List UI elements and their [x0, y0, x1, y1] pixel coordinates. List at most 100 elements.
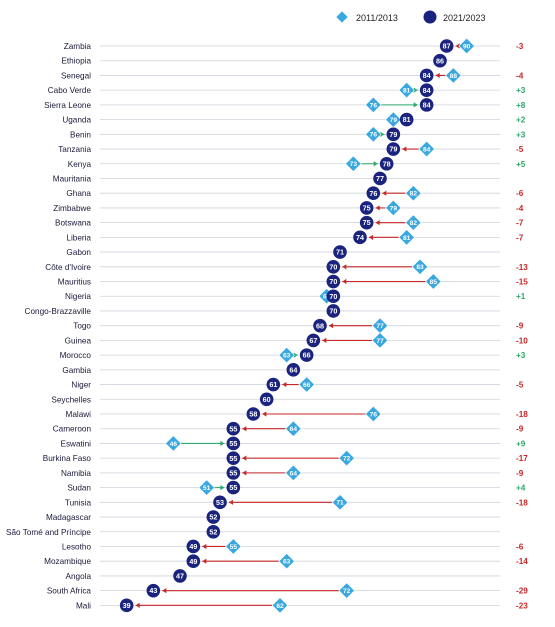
- old-value-marker: [285, 464, 302, 482]
- new-value-label: 55: [229, 424, 237, 433]
- new-value-label: 86: [436, 56, 444, 65]
- new-value-marker: [186, 539, 201, 554]
- change-arrow-head: [375, 205, 380, 211]
- new-value-label: 55: [229, 454, 237, 463]
- change-arrow-head: [242, 455, 247, 461]
- change-value-label: +3: [516, 351, 526, 360]
- old-value-marker: [298, 376, 315, 393]
- change-arrow-head: [413, 102, 418, 108]
- country-label: Namibia: [61, 469, 91, 478]
- country-label: Ethiopia: [61, 57, 91, 66]
- new-value-label: 79: [389, 145, 397, 154]
- change-value-label: -13: [516, 263, 528, 272]
- old-value-label: 81: [403, 88, 411, 95]
- old-value-marker: [278, 346, 295, 364]
- new-value-marker: [186, 554, 201, 568]
- country-label: Mali: [76, 601, 91, 610]
- new-value-label: 68: [316, 321, 324, 330]
- new-value-marker: [379, 156, 394, 171]
- new-value-label: 78: [383, 159, 391, 168]
- old-value-label: 76: [370, 102, 378, 109]
- change-arrow-head: [262, 411, 267, 417]
- old-value-marker: [365, 126, 382, 143]
- change-arrow-head: [242, 470, 247, 476]
- new-value-marker: [226, 451, 241, 465]
- old-value-label: 76: [370, 132, 378, 139]
- new-value-marker: [246, 407, 261, 421]
- new-value-label: 76: [369, 189, 377, 198]
- old-value-label: 63: [283, 353, 291, 360]
- new-value-marker: [286, 363, 301, 377]
- country-label: Mozambique: [44, 557, 91, 566]
- new-value-marker: [226, 436, 241, 451]
- old-value-label: 77: [376, 338, 384, 345]
- old-value-label: 64: [290, 470, 298, 477]
- new-value-marker: [226, 466, 241, 480]
- new-value-marker: [326, 304, 341, 318]
- legend-new-label: 2021/2023: [443, 13, 486, 23]
- new-value-label: 49: [189, 557, 197, 566]
- new-value-label: 84: [423, 71, 431, 80]
- country-label: Senegal: [61, 71, 91, 80]
- new-value-label: 66: [303, 351, 311, 360]
- country-label: Zambia: [64, 42, 92, 51]
- old-value-label: 79: [390, 117, 398, 124]
- change-arrow-head: [322, 337, 327, 343]
- change-arrow-head: [282, 381, 287, 388]
- country-label: Sierra Leone: [44, 101, 91, 110]
- old-value-marker: [365, 405, 382, 423]
- new-value-marker: [366, 186, 381, 200]
- change-value-label: -18: [516, 498, 528, 507]
- old-value-marker: [271, 597, 289, 614]
- country-label: Nigeria: [65, 292, 91, 301]
- change-arrow-head: [375, 220, 380, 226]
- change-value-label: -17: [516, 454, 528, 463]
- new-value-label: 61: [269, 380, 277, 389]
- new-value-label: 53: [216, 498, 224, 507]
- old-value-marker: [338, 449, 355, 467]
- change-value-label: -6: [516, 189, 524, 198]
- legend-new-marker: [423, 10, 437, 24]
- legend-old-marker: [336, 11, 348, 23]
- old-value-label: 81: [403, 235, 411, 242]
- old-value-marker: [411, 258, 429, 276]
- change-value-label: +8: [516, 101, 526, 110]
- change-arrow-head: [369, 234, 373, 240]
- change-value-label: +9: [516, 439, 526, 448]
- old-value-marker: [285, 420, 302, 437]
- old-value-label: 72: [343, 588, 351, 595]
- old-value-marker: [385, 111, 402, 128]
- country-label: Botswana: [55, 219, 91, 228]
- new-value-marker: [146, 583, 161, 598]
- old-value-marker: [331, 494, 349, 511]
- new-value-label: 55: [229, 483, 237, 492]
- new-value-label: 60: [263, 395, 271, 404]
- country-label: Congo-Brazzaville: [25, 307, 92, 316]
- new-value-label: 74: [356, 233, 364, 242]
- old-value-marker: [371, 317, 389, 334]
- country-label: Ghana: [66, 189, 91, 198]
- old-value-label: 90: [463, 43, 471, 50]
- country-label: Seychelles: [51, 395, 91, 404]
- country-label: Sudan: [67, 484, 91, 493]
- old-value-marker: [418, 140, 435, 158]
- new-value-marker: [226, 421, 241, 436]
- old-value-marker: [345, 155, 362, 172]
- new-value-marker: [386, 142, 401, 156]
- country-label: Burkina Faso: [43, 454, 92, 463]
- new-value-label: 70: [329, 292, 337, 301]
- old-value-label: 76: [370, 411, 378, 418]
- change-value-label: -14: [516, 557, 528, 566]
- country-label: South Africa: [47, 587, 92, 596]
- old-value-label: 82: [410, 191, 418, 198]
- change-arrow-head: [162, 588, 167, 594]
- old-value-marker: [385, 199, 402, 217]
- change-arrow-head: [342, 278, 347, 285]
- chart-rows: Zambia 90 87 -3 Ethiopia 86 Senegal 88 84 -4 Cabo …: [6, 37, 528, 614]
- old-value-marker: [405, 214, 422, 231]
- country-label: Gabon: [66, 248, 91, 257]
- country-label: Mauritania: [53, 174, 92, 183]
- new-value-marker: [433, 53, 447, 68]
- country-label: Uganda: [62, 116, 91, 125]
- new-value-marker: [206, 510, 221, 524]
